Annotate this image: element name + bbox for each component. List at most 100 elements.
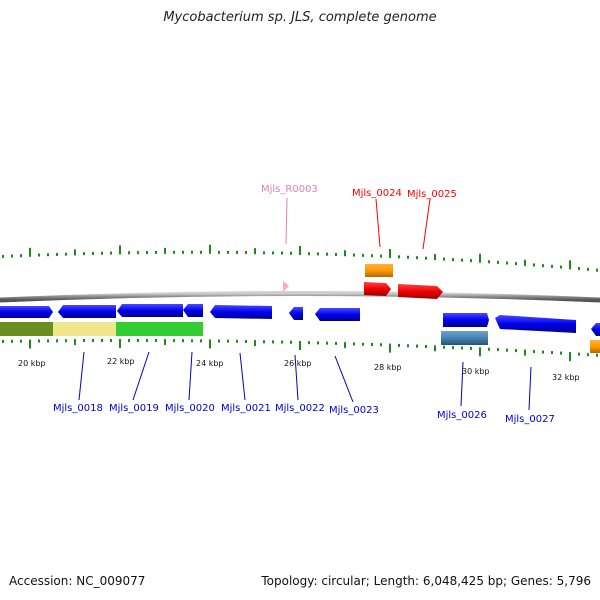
gene-label-0022[interactable]: Mjls_0022 [275,403,325,414]
tick-mark [344,342,346,349]
tick-mark [497,348,499,352]
leader-line-0026 [460,361,464,407]
tick-mark [533,263,535,267]
tick-mark [227,250,229,254]
gene-label-0024[interactable]: Mjls_0024 [352,188,402,199]
leader-line-0020 [188,351,193,401]
tick-mark [11,254,13,258]
tick-mark [65,252,67,256]
tick-mark [416,256,418,260]
rrna-arrow-0024[interactable] [364,282,391,296]
tick-mark [353,253,355,257]
tick-mark [407,344,409,348]
cds-arrow-0018[interactable] [0,306,53,318]
tick-mark [569,260,571,270]
khaki-feature-block [53,322,116,336]
tick-mark [551,264,553,268]
tick-mark [101,251,103,255]
cds-arrow-0020[interactable] [117,304,183,317]
rrna-arrow-0025[interactable] [398,284,443,299]
tick-mark [542,350,544,354]
tick-mark [551,351,553,355]
tick-mark [236,250,238,254]
tick-mark [461,258,463,262]
tick-mark [47,339,49,343]
tick-mark [254,340,256,347]
gene-label-r0003[interactable]: Mjls_R0003 [261,184,318,195]
trna-marker-r0003[interactable] [283,281,289,292]
tick-mark [389,343,391,353]
tick-mark [11,339,13,343]
steelblue-feature-block [441,331,488,345]
gene-label-0019[interactable]: Mjls_0019 [109,403,159,414]
olive-feature-block [0,322,53,336]
tick-mark [407,255,409,259]
tick-mark [488,347,490,351]
tick-mark [191,339,193,343]
gene-label-0021[interactable]: Mjls_0021 [221,403,271,414]
tick-mark [560,351,562,355]
tick-mark [524,259,526,266]
tick-mark [362,253,364,257]
kbp-label-26: 26 kbp [284,359,312,368]
tick-mark [470,346,472,350]
tick-mark [272,251,274,255]
tick-mark [587,353,589,357]
cds-arrow-0020b[interactable] [183,304,203,317]
tick-mark [227,339,229,343]
tick-mark [74,339,76,346]
tick-mark [380,254,382,258]
tick-mark [83,252,85,256]
tick-mark [524,349,526,356]
tick-mark [2,339,4,343]
tick-mark [506,348,508,352]
tick-mark [83,339,85,343]
tick-mark [452,346,454,350]
tick-mark [425,256,427,260]
kbp-label-24: 24 kbp [196,359,224,368]
gene-label-0023[interactable]: Mjls_0023 [329,405,379,416]
tick-mark [191,250,193,254]
cds-arrow-0023[interactable] [315,308,360,321]
cds-arrow-0021[interactable] [210,305,272,319]
cds-arrow-edge[interactable] [591,323,600,336]
leader-line-0018 [78,351,85,401]
leader-line-0023 [334,355,354,403]
green-feature-block [116,322,203,336]
gene-label-0025[interactable]: Mjls_0025 [407,189,457,200]
tick-mark [92,339,94,343]
tick-mark [452,258,454,262]
leader-line-0021 [239,352,246,401]
tick-mark [92,251,94,255]
tick-mark [515,262,517,266]
tick-mark [443,257,445,261]
tick-mark [317,341,319,345]
tick-mark [506,261,508,265]
gene-label-0027[interactable]: Mjls_0027 [505,414,555,425]
tick-mark [29,247,31,257]
cds-arrow-0019[interactable] [58,305,116,318]
tick-mark [182,339,184,343]
leader-line-0027 [528,366,532,411]
tick-mark [245,251,247,255]
tick-mark [128,338,130,342]
tick-mark [38,339,40,343]
leader-line-r0003 [285,197,288,245]
tick-mark [389,248,391,258]
tick-mark [218,250,220,254]
cds-arrow-0022[interactable] [289,307,303,320]
gene-label-0026[interactable]: Mjls_0026 [437,410,487,421]
kbp-label-28: 28 kbp [374,363,402,372]
cds-arrow-0026[interactable] [443,313,489,327]
tick-mark [47,253,49,257]
gene-label-0020[interactable]: Mjls_0020 [165,403,215,414]
tick-mark [20,339,22,343]
tick-mark [209,339,211,349]
cds-arrow-0027[interactable] [495,315,576,333]
gene-label-0018[interactable]: Mjls_0018 [53,403,103,414]
tick-mark [209,244,211,254]
tick-mark [164,247,166,254]
tick-mark [56,252,58,256]
tick-mark [119,338,121,348]
